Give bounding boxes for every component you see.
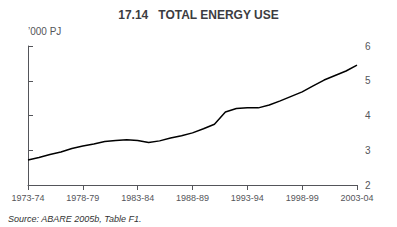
svg-text:5: 5 bbox=[365, 75, 371, 86]
svg-text:1988-89: 1988-89 bbox=[176, 193, 209, 203]
svg-text:17.14 TOTAL ENERGY USE: 17.14 TOTAL ENERGY USE bbox=[118, 8, 279, 22]
svg-text:1993-94: 1993-94 bbox=[231, 193, 264, 203]
svg-text:2003-04: 2003-04 bbox=[340, 193, 373, 203]
svg-text:1978-79: 1978-79 bbox=[66, 193, 99, 203]
svg-text:3: 3 bbox=[365, 145, 371, 156]
svg-text:4: 4 bbox=[365, 110, 371, 121]
svg-text:2: 2 bbox=[365, 180, 371, 191]
svg-text:1973-74: 1973-74 bbox=[11, 193, 44, 203]
svg-text:Source: ABARE 2005b, Table F1.: Source: ABARE 2005b, Table F1. bbox=[8, 214, 141, 224]
svg-text:1998-99: 1998-99 bbox=[286, 193, 319, 203]
svg-text:’000 PJ: ’000 PJ bbox=[28, 26, 61, 37]
svg-text:6: 6 bbox=[365, 41, 371, 52]
svg-text:1983-84: 1983-84 bbox=[121, 193, 154, 203]
